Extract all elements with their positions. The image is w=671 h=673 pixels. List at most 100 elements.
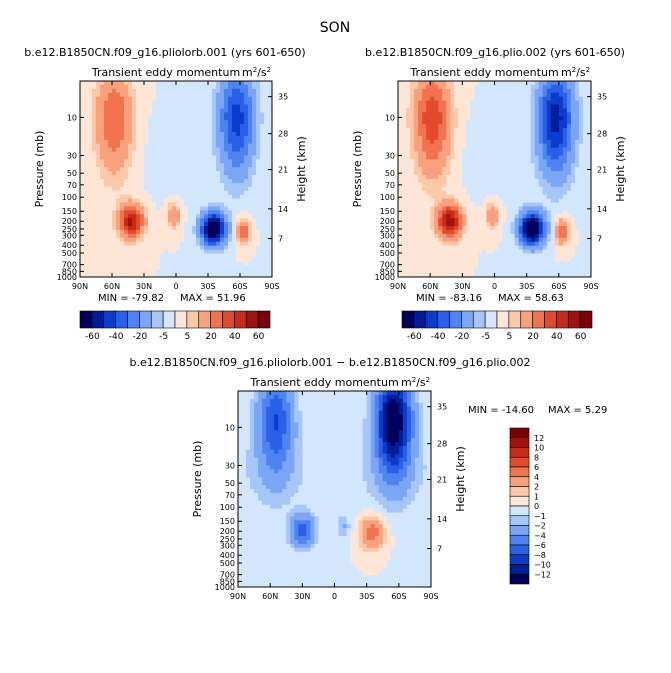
heatmap-cell xyxy=(88,128,93,133)
heatmap-cell xyxy=(160,124,165,129)
heatmap-cell xyxy=(252,187,257,192)
heatmap-cell xyxy=(244,167,249,172)
heatmap-cell xyxy=(88,171,93,176)
heatmap-cell xyxy=(442,195,447,200)
heatmap-cell xyxy=(116,203,121,208)
heatmap-cell xyxy=(454,108,459,113)
heatmap-cell xyxy=(224,124,229,129)
heatmap-cell xyxy=(252,269,257,274)
heatmap-cell xyxy=(168,199,173,204)
heatmap-cell xyxy=(434,269,439,274)
heatmap-cell xyxy=(482,261,487,266)
heatmap-cell xyxy=(571,120,576,125)
heatmap-cell xyxy=(507,269,512,274)
heatmap-cell xyxy=(216,89,221,94)
heatmap-cell xyxy=(168,214,173,219)
heatmap-cell xyxy=(84,81,89,86)
heatmap-cell xyxy=(519,269,524,274)
heatmap-cell xyxy=(168,226,173,231)
heatmap-cell xyxy=(176,195,181,200)
heatmap-cell xyxy=(527,257,532,262)
heatmap-cell xyxy=(490,159,495,164)
heatmap-cell xyxy=(450,218,455,223)
heatmap-cell xyxy=(124,89,129,94)
heatmap-cell xyxy=(88,222,93,227)
heatmap-cell xyxy=(539,246,544,251)
heatmap-cell xyxy=(507,136,512,141)
heatmap-cell xyxy=(148,124,153,129)
heatmap-cell xyxy=(551,128,556,133)
heatmap-cell xyxy=(232,199,237,204)
heatmap-cell xyxy=(478,136,483,141)
heatmap-cell xyxy=(398,163,403,168)
heatmap-cell xyxy=(104,203,109,208)
min-label: MIN = -83.16 xyxy=(416,293,482,304)
heatmap-cell xyxy=(80,179,85,184)
heatmap-cell xyxy=(414,179,419,184)
heatmap-cell xyxy=(176,152,181,157)
heatmap-cell xyxy=(503,128,508,133)
heatmap-cell xyxy=(244,89,249,94)
heatmap-cell xyxy=(406,171,411,176)
colorbar-swatch xyxy=(473,311,485,328)
heatmap-cell xyxy=(92,250,97,255)
heatmap-cell xyxy=(188,108,193,113)
heatmap-cell xyxy=(168,163,173,168)
heatmap-cell xyxy=(204,89,209,94)
heatmap-cell xyxy=(128,195,133,200)
heatmap-cell xyxy=(482,97,487,102)
heatmap-cell xyxy=(232,238,237,243)
heatmap-cell xyxy=(402,250,407,255)
heatmap-cell xyxy=(410,159,415,164)
y-tick-label: 30 xyxy=(385,151,395,160)
heatmap-cell xyxy=(579,253,584,258)
heatmap-cell xyxy=(264,140,269,145)
heatmap-cell xyxy=(228,199,233,204)
heatmap-cell xyxy=(144,136,149,141)
heatmap-cell xyxy=(144,257,149,262)
heatmap-cell xyxy=(240,101,245,106)
heatmap-cell xyxy=(519,108,524,113)
heatmap-cell xyxy=(519,218,524,223)
heatmap-cell xyxy=(100,218,105,223)
heatmap-cell xyxy=(188,265,193,270)
heatmap-cell xyxy=(204,191,209,196)
heatmap-cell xyxy=(212,175,217,180)
heatmap-cell xyxy=(80,97,85,102)
heatmap-cell xyxy=(511,155,516,160)
heatmap-cell xyxy=(406,105,411,110)
heatmap-cell xyxy=(96,210,101,215)
heatmap-cell xyxy=(136,246,141,251)
heatmap-cell xyxy=(116,234,121,239)
heatmap-cell xyxy=(414,214,419,219)
heatmap-cell xyxy=(446,105,451,110)
heatmap-cell xyxy=(543,214,548,219)
heatmap-cell xyxy=(204,257,209,262)
heatmap-cell xyxy=(563,214,568,219)
heatmap-cell xyxy=(422,230,427,235)
heatmap-cell xyxy=(555,155,560,160)
heatmap-cell xyxy=(559,105,564,110)
heatmap-cell xyxy=(567,124,572,129)
heatmap-cell xyxy=(212,148,217,153)
heatmap-cell xyxy=(446,112,451,117)
heatmap-cell xyxy=(96,195,101,200)
heatmap-cell xyxy=(579,93,584,98)
heatmap-cell xyxy=(92,140,97,145)
heatmap-cell xyxy=(511,144,516,149)
heatmap-cell xyxy=(410,179,415,184)
heatmap-cell xyxy=(490,230,495,235)
heatmap-cell xyxy=(402,108,407,113)
heatmap-cell xyxy=(434,175,439,180)
heatmap-cell xyxy=(88,195,93,200)
heatmap-cell xyxy=(236,195,241,200)
heatmap-cell xyxy=(414,120,419,125)
heatmap-cell xyxy=(92,163,97,168)
heatmap-cell xyxy=(446,183,451,188)
heatmap-cell xyxy=(200,199,205,204)
heatmap-cell xyxy=(224,191,229,196)
heatmap-cell xyxy=(543,238,548,243)
heatmap-cell xyxy=(244,171,249,176)
heatmap-cell xyxy=(96,167,101,172)
heatmap-cell xyxy=(252,171,257,176)
